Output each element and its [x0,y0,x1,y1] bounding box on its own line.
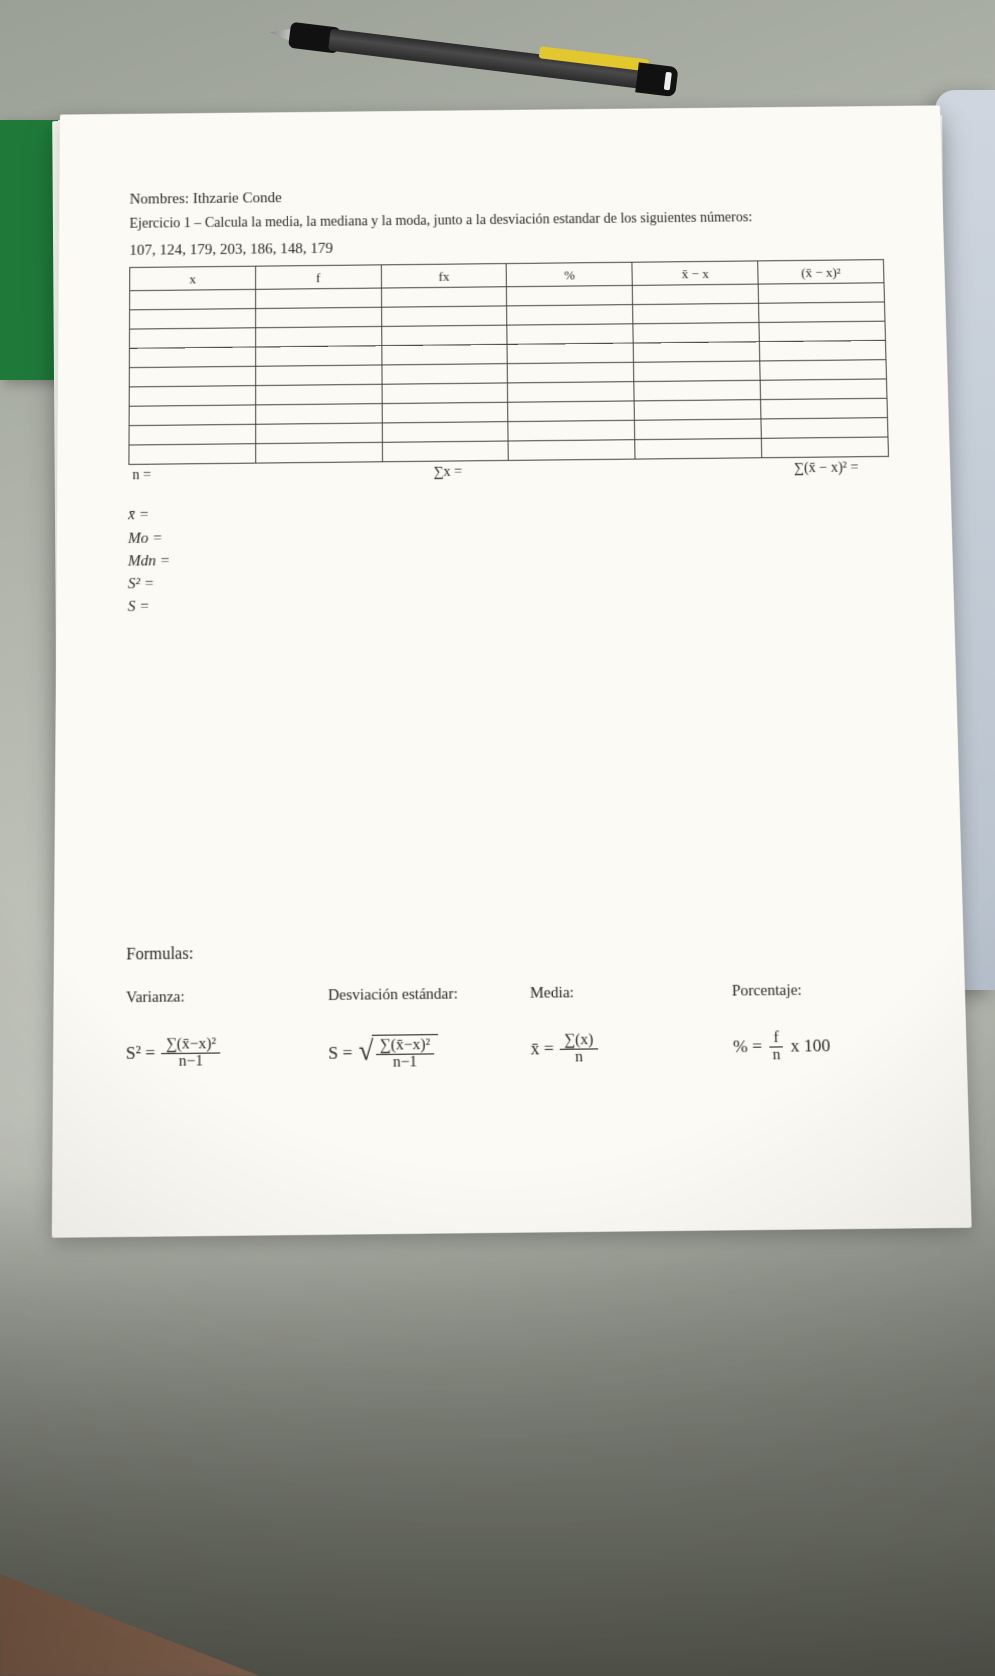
col-header: f [255,265,381,290]
formula-col: Media: x̄ =∑(x)n [530,981,702,1070]
col-header: x [130,267,256,292]
worksheet-paper: Nombres: Ithzarie Conde Ejercicio 1 – Ca… [52,105,972,1237]
exercise-prompt: Ejercicio 1 – Calcula la media, la media… [129,208,883,235]
name-label: Nombres: [130,191,189,208]
formula-equation: S² =∑(x̄−x)²n−1 [126,1035,297,1072]
formula-equation: % =fn x 100 [733,1028,905,1065]
formulas-section: Formulas: Varianza: S² =∑(x̄−x)²n−1 Desvia… [126,935,905,1075]
formula-equation: S =√∑(x̄−x)²n−1 [328,1033,500,1073]
formula-label: Media: [530,981,701,1004]
data-numbers: 107, 124, 179, 203, 186, 148, 179 [129,233,883,261]
formula-col: Varianza: S² =∑(x̄−x)²n−1 [126,986,297,1075]
col-header: % [507,263,633,287]
table-edge-shadow [0,1176,995,1676]
data-table: xffx%x̄ − x(x̄ − x)² [128,259,889,465]
col-header: fx [381,264,507,288]
name-line: Nombres: Ithzarie Conde [130,182,883,210]
col-header: (x̄ − x)² [758,260,884,284]
total-n: n = [128,466,258,487]
total-sumsq: ∑(x̄ − x)² = [763,459,890,480]
formula-label: Desviación estándar: [328,983,499,1006]
formula-label: Porcentaje: [732,979,903,1002]
total-sumx: ∑x = [385,463,511,484]
formulas-heading: Formulas: [126,935,902,966]
formula-col: Desviación estándar: S =√∑(x̄−x)²n−1 [328,983,500,1072]
formula-equation: x̄ =∑(x)n [530,1031,702,1068]
student-name: Ithzarie Conde [193,190,282,207]
summary-stats: x̄ =Mo =Mdn =S² =S = [128,497,893,618]
formula-label: Varianza: [126,986,297,1009]
col-header: x̄ − x [632,261,758,285]
formula-col: Porcentaje: % =fn x 100 [732,979,905,1068]
